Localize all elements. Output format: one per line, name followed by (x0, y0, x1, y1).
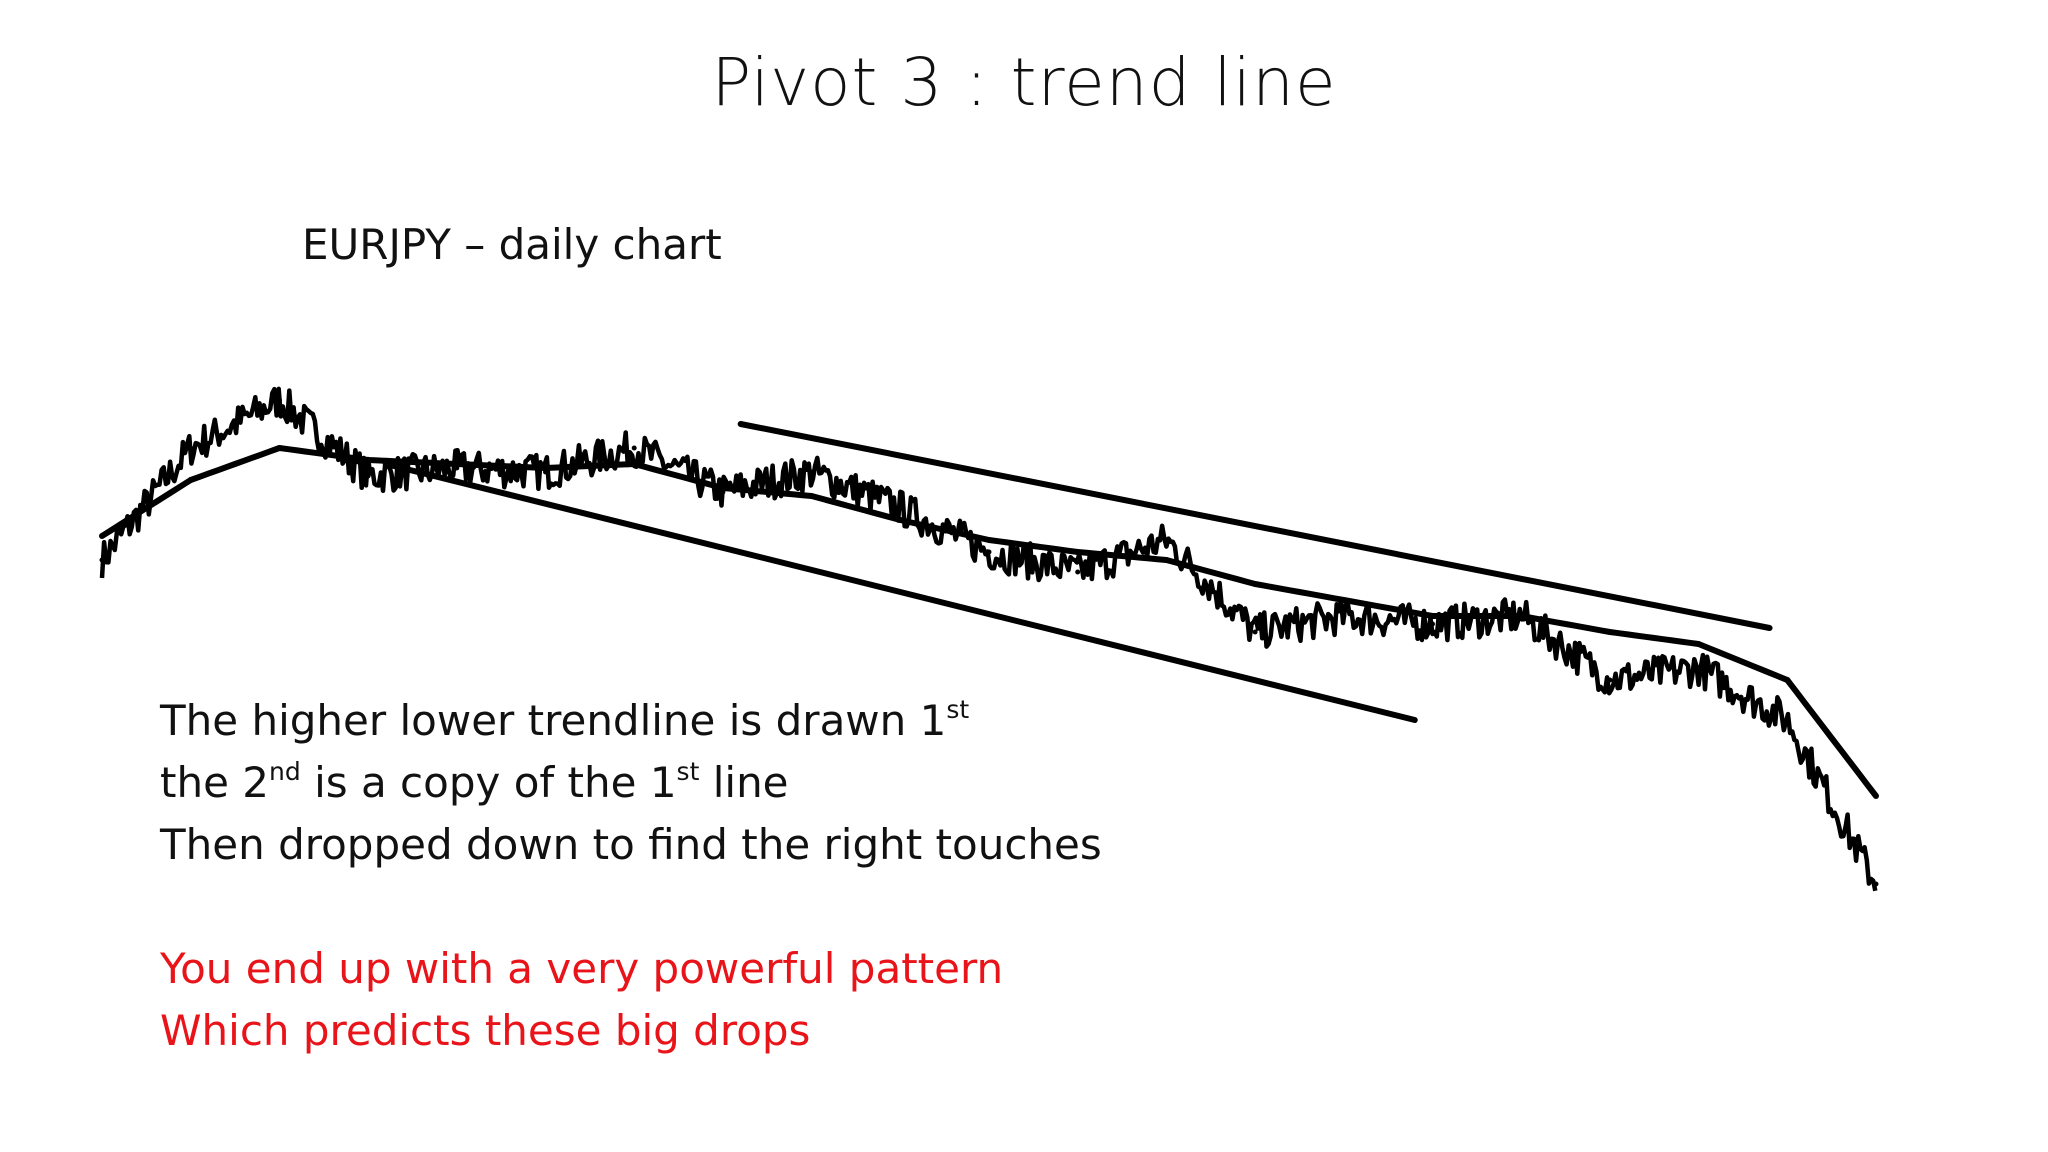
note-line-2: the 2nd is a copy of the 1st line (160, 752, 1102, 814)
price-point-13 (1252, 629, 1258, 635)
note-line-2-a: the 2 (160, 758, 269, 807)
note-line-1: The higher lower trendline is drawn 1st (160, 690, 1102, 752)
note-line-2-c: line (699, 758, 789, 807)
lower-trendline (382, 461, 1418, 723)
slide-title: Pivot 3 : trend line (711, 44, 1337, 121)
price-point-6 (631, 445, 637, 451)
upper-trendline-copy (737, 421, 1773, 631)
price-point-11 (1075, 569, 1081, 575)
notes-block: The higher lower trendline is drawn 1st … (160, 690, 1102, 1062)
highlight-line-2: Which predicts these big drops (160, 1006, 811, 1055)
note-line-3: Then dropped down to find the right touc… (160, 820, 1102, 869)
chart-subtitle: EURJPY – daily chart (302, 220, 722, 269)
highlight-line-1: You end up with a very powerful pattern (160, 944, 1004, 993)
note-line-1-text: The higher lower trendline is drawn 1 (160, 696, 947, 745)
note-line-1-sup: st (946, 695, 970, 724)
note-line-2-sup1: nd (269, 757, 301, 786)
notes-spacer (160, 876, 1102, 938)
moving-average-series (100, 445, 1879, 798)
note-line-2-sup2: st (676, 757, 700, 786)
note-line-2-b: is a copy of the 1 (300, 758, 677, 807)
